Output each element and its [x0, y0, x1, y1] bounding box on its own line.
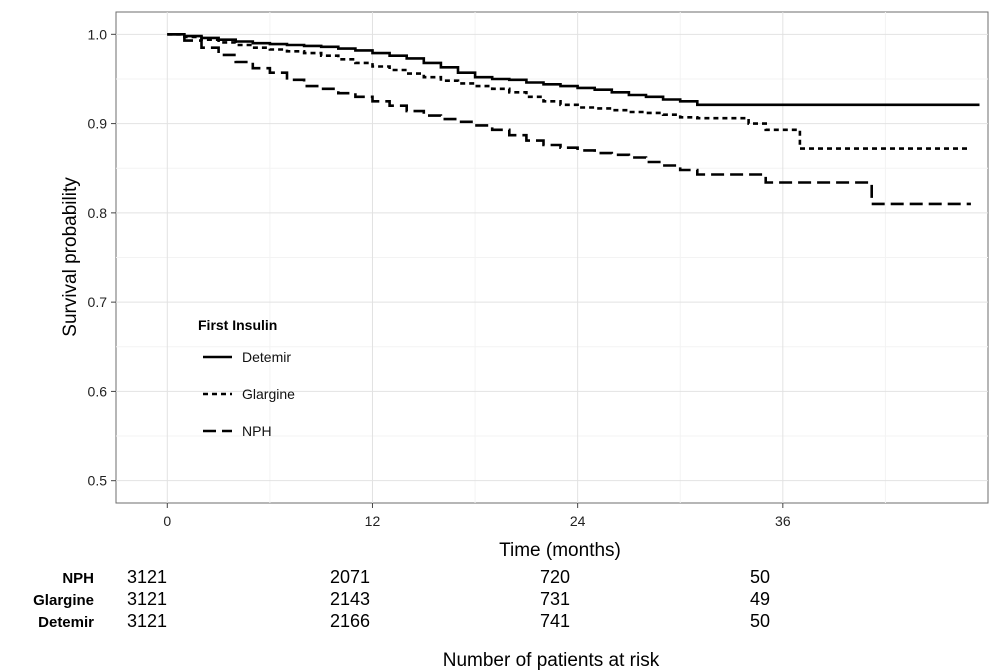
risk-value: 3121 — [127, 611, 167, 631]
series-line-nph — [167, 33, 971, 206]
risk-value: 2143 — [330, 589, 370, 609]
series-line-glargine — [167, 33, 971, 150]
x-tick-label: 24 — [570, 513, 586, 529]
y-tick-label: 0.5 — [88, 473, 108, 489]
risk-value: 720 — [540, 567, 570, 587]
x-tick-label: 12 — [365, 513, 381, 529]
y-tick-label: 1.0 — [88, 26, 108, 42]
x-tick-label: 36 — [775, 513, 791, 529]
risk-value: 731 — [540, 589, 570, 609]
risk-row-label: NPH — [62, 570, 94, 587]
risk-value: 49 — [750, 589, 770, 609]
legend-label-detemir: Detemir — [242, 349, 291, 365]
series-lines — [167, 33, 980, 206]
risk-value: 741 — [540, 611, 570, 631]
legend: First Insulin Detemir Glargine NPH — [198, 317, 295, 439]
y-tick-label: 0.6 — [88, 383, 108, 399]
risk-value: 50 — [750, 611, 770, 631]
y-tick-label: 0.8 — [88, 205, 108, 221]
y-tick-label: 0.9 — [88, 116, 108, 132]
risk-table-rows: NPH 3121 2071 720 50 Glargine 3121 2143 731 49 Det… — [33, 567, 770, 631]
risk-value: 3121 — [127, 567, 167, 587]
legend-title: First Insulin — [198, 317, 277, 333]
axis-ticks: 0.5 0.6 0.7 0.8 0.9 1.0 0 12 24 36 — [88, 26, 791, 529]
x-tick-label: 0 — [163, 513, 171, 529]
risk-value: 2166 — [330, 611, 370, 631]
legend-entries: Detemir Glargine NPH — [203, 349, 295, 439]
legend-label-glargine: Glargine — [242, 386, 295, 402]
risk-value: 50 — [750, 567, 770, 587]
grid — [116, 12, 988, 503]
risk-table-title: Number of patients at risk — [443, 650, 660, 671]
x-axis-label: Time (months) — [499, 540, 621, 561]
risk-row-label: Detemir — [38, 614, 94, 631]
series-line-detemir — [167, 33, 980, 107]
risk-row-label: Glargine — [33, 592, 94, 609]
risk-table: NPH 3121 2071 720 50 Glargine 3121 2143 731 49 Det… — [33, 567, 770, 671]
risk-value: 3121 — [127, 589, 167, 609]
legend-label-nph: NPH — [242, 423, 272, 439]
risk-value: 2071 — [330, 567, 370, 587]
y-tick-label: 0.7 — [88, 294, 108, 310]
y-axis-label: Survival probability — [60, 177, 81, 337]
